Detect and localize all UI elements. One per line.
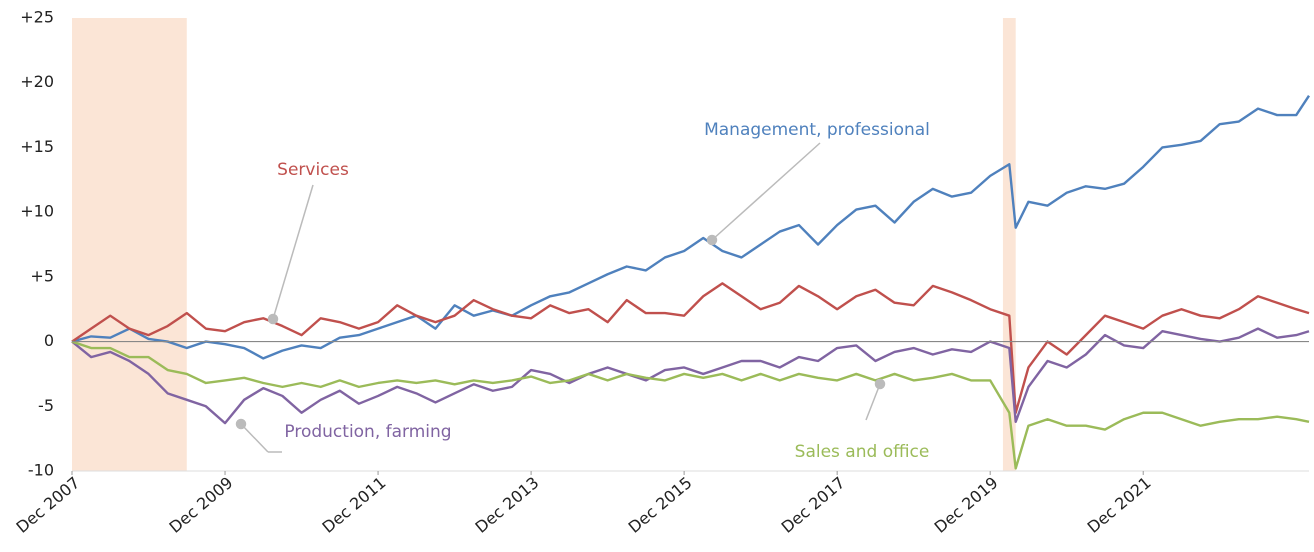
leader-dot [267, 313, 279, 325]
series-line [71, 327, 1310, 425]
series-line [71, 95, 1311, 360]
leader-line [865, 383, 881, 421]
leader-dot [235, 418, 247, 430]
x-tick-label: Dec 2009 [165, 473, 236, 537]
x-tick-label: Dec 2011 [319, 473, 390, 537]
lines [71, 95, 1311, 470]
y-tick-label: -10 [28, 461, 54, 480]
leader-lines [235, 142, 886, 453]
y-tick-label: +20 [20, 72, 54, 91]
x-tick-label: Dec 2021 [1084, 473, 1155, 537]
x-tick-label: Dec 2019 [931, 473, 1002, 537]
leader-dot [874, 378, 886, 390]
recession-band [72, 18, 187, 471]
series-label: Services [277, 160, 349, 180]
leader-line [272, 184, 314, 320]
leader-line [711, 142, 821, 241]
leader-line [240, 423, 269, 453]
y-tick-label: +25 [20, 8, 54, 27]
y-tick-label: +10 [20, 202, 54, 221]
y-tick-label: 0 [44, 331, 54, 350]
y-tick-label: -5 [38, 396, 54, 415]
x-tick-label: Dec 2015 [625, 473, 696, 537]
series-line [71, 282, 1310, 414]
shading [72, 18, 1016, 471]
y-tick-label: +15 [20, 137, 54, 156]
x-tick-label: Dec 2007 [12, 473, 83, 537]
series-label: Management, professional [704, 120, 930, 140]
series-label: Production, farming [284, 422, 451, 442]
x-tick-label: Dec 2013 [472, 473, 543, 537]
leader-dot [706, 234, 718, 246]
series-label: Sales and office [795, 442, 930, 462]
x-tick-label: Dec 2017 [778, 473, 849, 537]
y-tick-label: +5 [30, 266, 54, 285]
series-line [71, 340, 1310, 470]
